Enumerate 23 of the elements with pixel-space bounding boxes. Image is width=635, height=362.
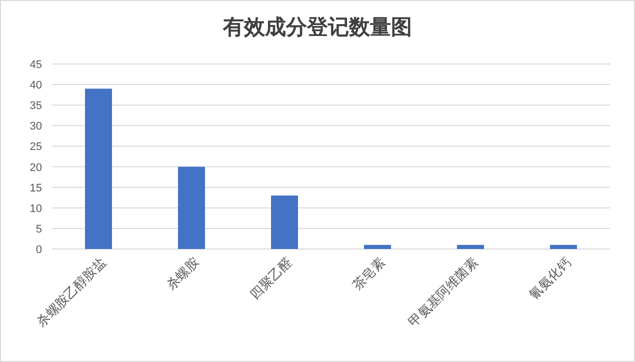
y-tick-label: 45	[30, 59, 42, 71]
y-tick-label: 30	[30, 120, 42, 133]
x-tick-label: 甲氨基阿维菌素	[406, 254, 481, 330]
x-tick-label: 四聚乙醛	[247, 254, 295, 302]
bar	[457, 244, 484, 249]
y-tick-label: 0	[36, 244, 42, 256]
y-tick-label: 25	[30, 141, 42, 154]
y-tick-label: 10	[30, 202, 42, 215]
y-tick-label: 35	[30, 100, 42, 112]
y-tick-label: 15	[30, 182, 42, 194]
x-tick-label: 氰氨化钙	[526, 254, 574, 302]
y-tick-label: 20	[30, 162, 42, 174]
x-tick-label: 杀螺胺	[163, 254, 202, 293]
bar	[178, 166, 205, 249]
bar	[550, 244, 577, 249]
bar	[271, 196, 298, 249]
chart-title: 有效成分登记数量图	[222, 15, 412, 39]
x-tick-label: 茶皂素	[349, 254, 388, 293]
bar	[364, 244, 391, 249]
x-tick-label: 杀螺胺乙醇胺盐	[34, 254, 109, 330]
y-tick-label: 40	[30, 80, 42, 92]
bar	[85, 88, 112, 249]
y-tick-label: 5	[36, 223, 42, 236]
